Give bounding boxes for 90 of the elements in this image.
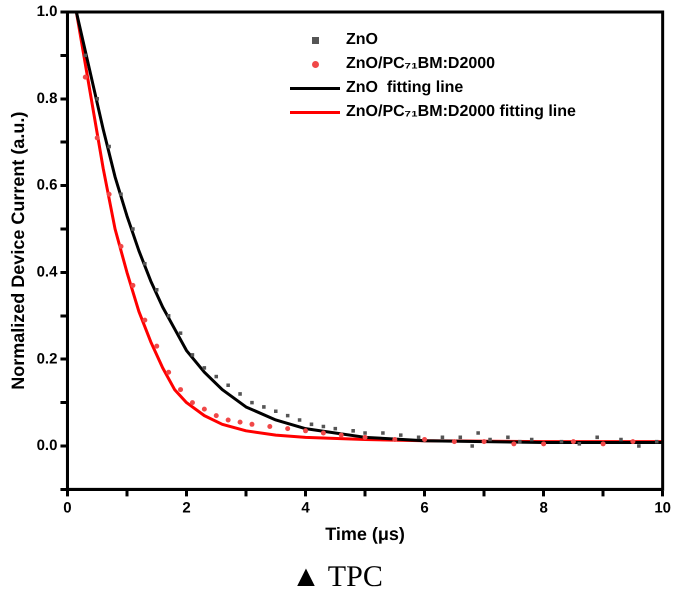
point (267, 424, 272, 429)
point (619, 438, 623, 442)
point (399, 433, 403, 437)
point (381, 431, 385, 435)
point (154, 288, 158, 292)
point (440, 436, 444, 440)
point (82, 74, 88, 80)
point (570, 439, 576, 444)
point (274, 410, 278, 414)
point (351, 429, 355, 433)
point (142, 318, 148, 323)
y-tick-label: 1.0 (36, 3, 58, 20)
point (541, 441, 546, 446)
point (166, 370, 172, 375)
point (202, 406, 207, 412)
point (298, 418, 302, 422)
point (214, 374, 218, 378)
point (422, 436, 428, 442)
point (190, 353, 194, 357)
point (238, 392, 242, 396)
point (578, 442, 582, 446)
y-axis-title: Normalized Device Current (a.u.) (8, 112, 28, 390)
y-tick-label: 0.6 (36, 176, 58, 194)
x-tick-label: 8 (539, 500, 548, 517)
point (518, 440, 522, 444)
point (506, 436, 510, 440)
point (178, 387, 184, 392)
point (118, 244, 124, 249)
point (119, 192, 123, 196)
point (511, 441, 516, 446)
point (84, 54, 88, 58)
point (488, 438, 492, 442)
point (94, 135, 100, 140)
point (530, 438, 534, 442)
point (363, 431, 367, 435)
x-tick-label: 4 (301, 500, 310, 517)
y-tick-label: 0.0 (36, 437, 58, 454)
x-tick-label: 10 (654, 500, 671, 517)
point (600, 441, 606, 446)
point (310, 422, 314, 426)
point (202, 366, 206, 370)
point (334, 426, 338, 430)
point (362, 434, 368, 440)
point (320, 430, 326, 436)
point (226, 417, 231, 422)
x-axis-title: Time (μs) (325, 524, 405, 544)
point (303, 428, 308, 434)
point (482, 439, 487, 444)
point (476, 431, 480, 435)
point (560, 440, 564, 444)
y-tick-label: 0.8 (36, 90, 58, 107)
point (107, 144, 111, 148)
point (178, 331, 182, 335)
point (130, 282, 136, 288)
legend-label: ZnO/PC₇₁BM:D2000 (346, 54, 496, 74)
point (285, 426, 290, 432)
y-tick-label: 0.4 (36, 264, 58, 281)
point (595, 436, 599, 440)
x-tick-label: 0 (63, 500, 72, 517)
point (95, 97, 99, 101)
point (249, 422, 254, 427)
point (214, 413, 219, 418)
point (250, 400, 254, 404)
point (637, 444, 641, 448)
point (452, 439, 457, 444)
y-tick-label: 0.2 (36, 350, 58, 368)
point (166, 314, 170, 318)
point (630, 439, 636, 444)
legend-label: ZnO fitting line (346, 78, 464, 98)
point (470, 444, 474, 448)
text: ▲ TPC (290, 560, 384, 594)
point (286, 414, 290, 418)
point (238, 420, 243, 425)
point (322, 424, 326, 428)
x-tick-label: 2 (182, 500, 191, 517)
point (392, 436, 398, 442)
point (458, 436, 462, 440)
point (106, 192, 112, 197)
legend-label: ZnO/PC₇₁BM:D2000 fitting line (346, 102, 576, 122)
point (143, 262, 147, 266)
point (131, 227, 135, 231)
point (190, 400, 195, 406)
point (154, 344, 160, 349)
point (416, 436, 420, 440)
point (226, 383, 230, 388)
point (338, 432, 344, 438)
point (654, 440, 658, 444)
legend-label: ZnO (346, 30, 378, 50)
point (262, 405, 266, 409)
x-tick-label: 6 (420, 500, 429, 517)
